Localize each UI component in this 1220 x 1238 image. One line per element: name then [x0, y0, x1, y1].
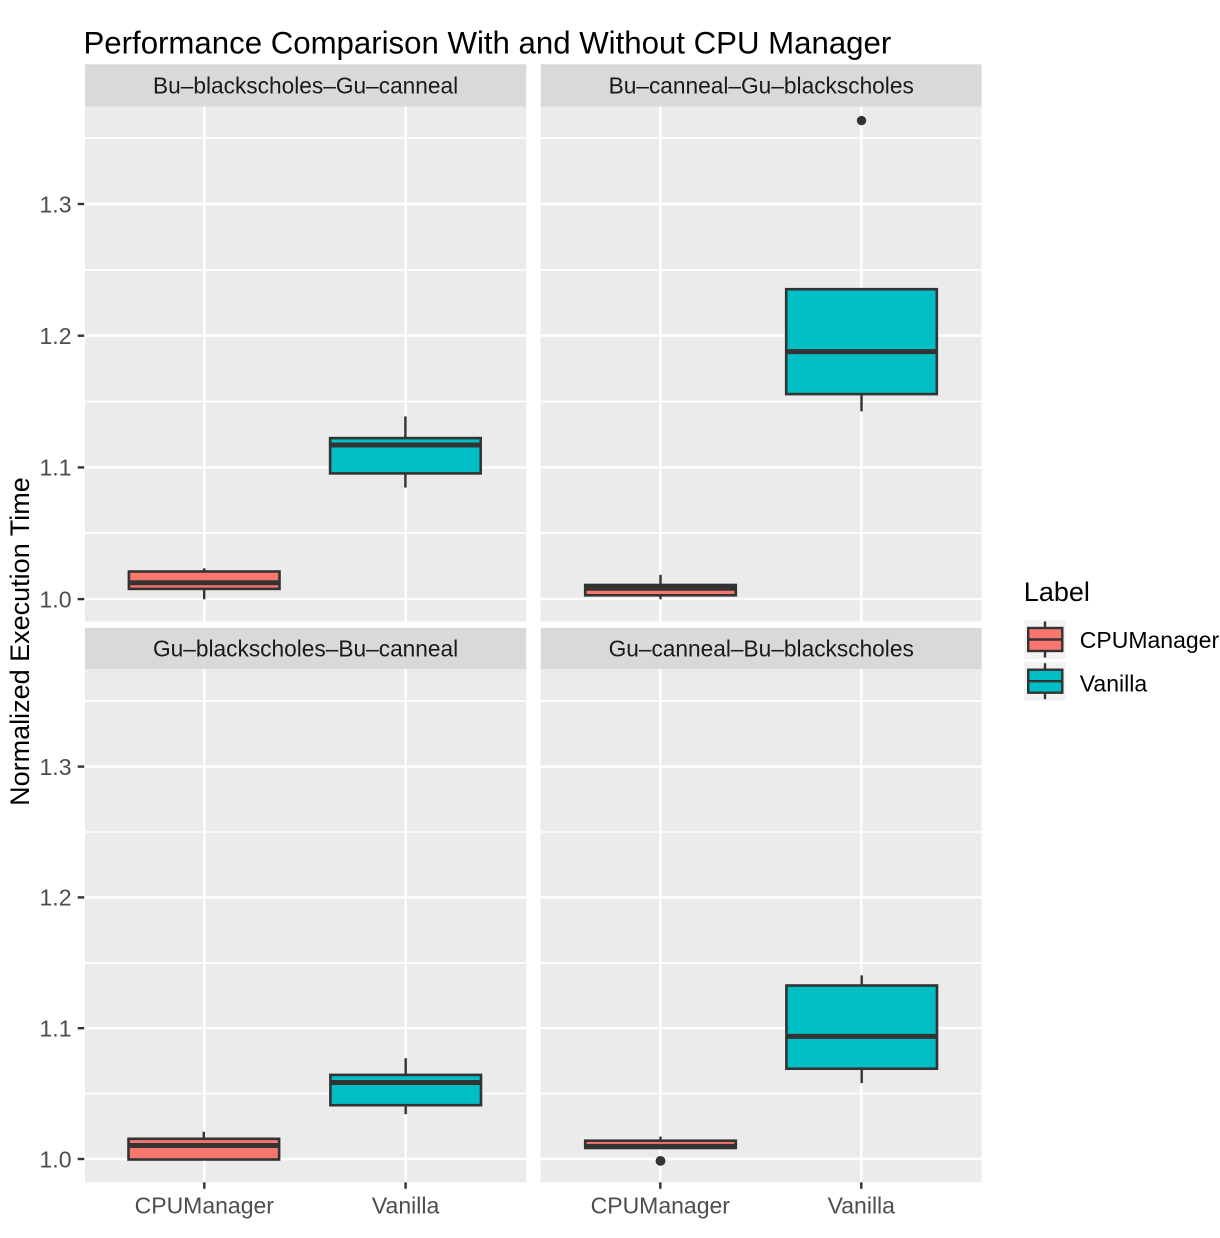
svg-text:Vanilla: Vanilla: [1080, 670, 1148, 696]
svg-text:Bu–blackscholes–Gu–canneal: Bu–blackscholes–Gu–canneal: [153, 73, 458, 99]
svg-text:CPUManager: CPUManager: [591, 1193, 731, 1219]
svg-text:1.1: 1.1: [40, 455, 72, 481]
svg-text:Performance Comparison With an: Performance Comparison With and Without …: [84, 26, 892, 61]
svg-text:Gu–blackscholes–Bu–canneal: Gu–blackscholes–Bu–canneal: [153, 636, 458, 662]
svg-text:1.0: 1.0: [40, 1146, 72, 1172]
svg-text:CPUManager: CPUManager: [135, 1193, 275, 1219]
svg-text:1.3: 1.3: [40, 754, 72, 780]
svg-text:Vanilla: Vanilla: [828, 1193, 896, 1219]
svg-text:1.2: 1.2: [40, 885, 72, 911]
svg-text:1.3: 1.3: [40, 191, 72, 217]
svg-text:Label: Label: [1024, 577, 1090, 607]
svg-text:Vanilla: Vanilla: [372, 1193, 440, 1219]
svg-text:1.1: 1.1: [40, 1016, 72, 1042]
svg-text:CPUManager: CPUManager: [1080, 627, 1220, 653]
svg-text:Bu–canneal–Gu–blackscholes: Bu–canneal–Gu–blackscholes: [609, 73, 914, 99]
svg-text:Gu–canneal–Bu–blackscholes: Gu–canneal–Bu–blackscholes: [609, 636, 914, 662]
svg-text:1.0: 1.0: [40, 586, 72, 612]
svg-text:1.2: 1.2: [40, 323, 72, 349]
svg-text:Normalized Execution Time: Normalized Execution Time: [5, 477, 35, 806]
